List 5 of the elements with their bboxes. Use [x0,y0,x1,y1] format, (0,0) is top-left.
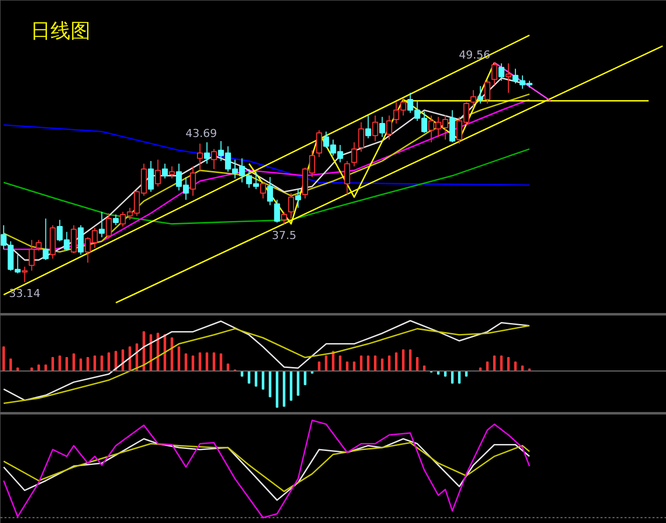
chart-title: 日线图 [30,18,90,42]
annotation: 33.14 [8,287,40,300]
annotation: 49.56 [458,48,490,62]
annotation: 37.5 [272,228,296,242]
annotation: 43.69 [185,127,217,140]
